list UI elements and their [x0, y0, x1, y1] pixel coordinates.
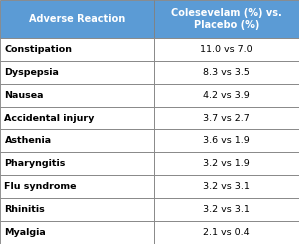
Bar [0, 61, 154, 84]
Text: Nausea: Nausea [4, 91, 44, 100]
Bar [0, 107, 154, 130]
Bar [0, 221, 154, 244]
Bar [154, 107, 299, 130]
Text: Adverse Reaction: Adverse Reaction [29, 14, 125, 24]
Bar [0, 130, 154, 152]
Bar [0, 38, 154, 61]
Bar [154, 175, 299, 198]
Bar [154, 130, 299, 152]
Bar [154, 221, 299, 244]
Text: Constipation: Constipation [4, 45, 72, 54]
Bar [154, 198, 299, 221]
Text: 3.2 vs 1.9: 3.2 vs 1.9 [203, 159, 250, 168]
Text: 11.0 vs 7.0: 11.0 vs 7.0 [200, 45, 253, 54]
Text: 2.1 vs 0.4: 2.1 vs 0.4 [203, 228, 250, 237]
Text: Rhinitis: Rhinitis [4, 205, 45, 214]
Text: Asthenia: Asthenia [4, 136, 52, 145]
Text: 3.2 vs 3.1: 3.2 vs 3.1 [203, 182, 250, 191]
Text: 3.7 vs 2.7: 3.7 vs 2.7 [203, 113, 250, 122]
Text: 4.2 vs 3.9: 4.2 vs 3.9 [203, 91, 250, 100]
Bar [154, 38, 299, 61]
Text: 3.2 vs 3.1: 3.2 vs 3.1 [203, 205, 250, 214]
Text: Accidental injury: Accidental injury [4, 113, 95, 122]
Bar [0, 198, 154, 221]
Bar [0, 152, 154, 175]
Bar [154, 152, 299, 175]
Text: Pharyngitis: Pharyngitis [4, 159, 66, 168]
Bar [0, 175, 154, 198]
Bar [0, 0, 154, 38]
Bar [0, 84, 154, 107]
Text: 8.3 vs 3.5: 8.3 vs 3.5 [203, 68, 250, 77]
Text: Flu syndrome: Flu syndrome [4, 182, 77, 191]
Text: Colesevelam (%) vs.
Placebo (%): Colesevelam (%) vs. Placebo (%) [171, 8, 282, 30]
Bar [154, 84, 299, 107]
Bar [154, 61, 299, 84]
Text: Dyspepsia: Dyspepsia [4, 68, 60, 77]
Bar [154, 0, 299, 38]
Text: Myalgia: Myalgia [4, 228, 46, 237]
Text: 3.6 vs 1.9: 3.6 vs 1.9 [203, 136, 250, 145]
